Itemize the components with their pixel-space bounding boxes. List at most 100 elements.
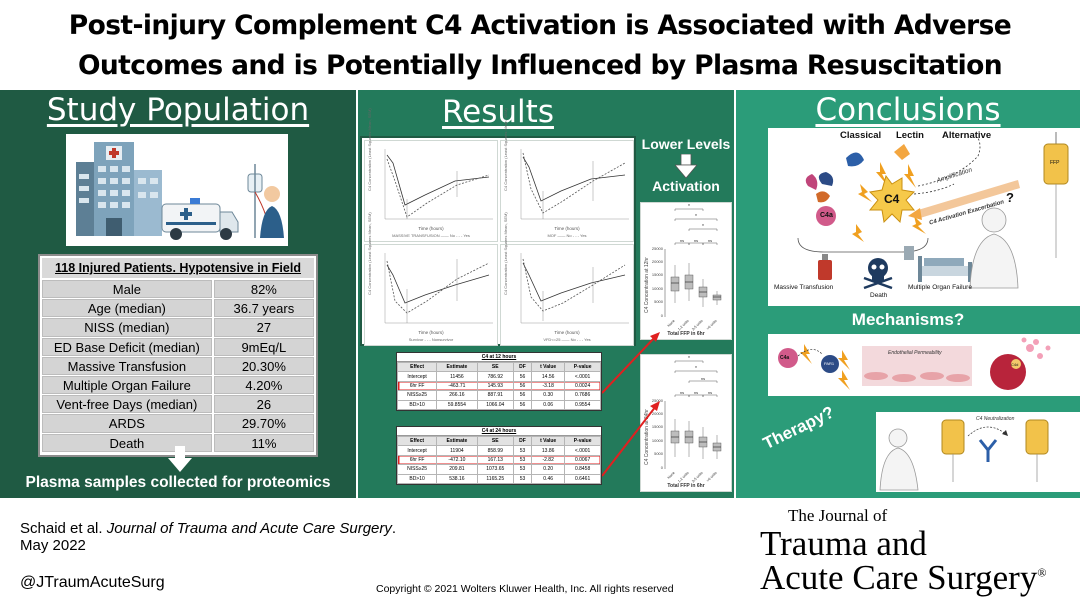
highlighted-table-row: 6hr FF -463.71 145.93 56 -3.18 0.0024 xyxy=(396,380,601,392)
line-plot-xlabel: Time (hours) xyxy=(418,330,444,335)
table-cell: 786.92 xyxy=(476,371,514,382)
line-plot-vfd: C4 Concentration (Least Squares Mean, SE… xyxy=(500,212,634,346)
sig-label: * xyxy=(695,214,697,220)
c4-pathway-diagram: Classical Lectin Alternative C4 C4a Ampl… xyxy=(768,128,1080,306)
title-line-2: Outcomes and is Potentially Influenced b… xyxy=(77,50,1003,81)
header-cell: P-value xyxy=(564,435,601,447)
ffp-bag-icon xyxy=(1043,132,1069,258)
therapy-label: Therapy? xyxy=(760,402,838,454)
line-plot-legend: MOF —— No - - - Yes xyxy=(547,233,587,238)
line-plot-legend: Survivor - - - Nonsurvivor xyxy=(408,337,454,342)
lectin-pathway-icon xyxy=(894,144,910,160)
therapy-diagram: C4 Neutralization xyxy=(876,412,1080,492)
header-cell: Estimate xyxy=(436,435,478,447)
table-cell: 56 xyxy=(512,399,533,410)
table-cell: 266.16 xyxy=(436,390,478,401)
header-cell: Estimate xyxy=(436,361,478,373)
classical-pathway-icon xyxy=(846,152,864,167)
table-row: NISS≥25 266.16 887.91 56 0.30 0.7686 xyxy=(396,390,601,401)
table-cell: 0.6461 xyxy=(564,473,601,484)
table-cell: 53 xyxy=(512,464,533,475)
row-value: 20.30% xyxy=(213,356,314,375)
table-row: BD>10 538.16 1165.25 53 0.46 0.6461 xyxy=(396,473,601,484)
death-label: Death xyxy=(870,292,888,299)
table-row: NISS (median) 27 xyxy=(42,318,314,337)
y-tick: 10000 xyxy=(652,438,664,443)
alternative-label: Alternative xyxy=(942,130,992,141)
question-mark: ? xyxy=(1006,190,1014,205)
y-tick: 25000 xyxy=(652,246,664,251)
table-cell: Intercept xyxy=(396,371,438,382)
c4d-label: C4d xyxy=(1011,362,1019,367)
line-plot-ylabel: C4 Concentration (Least Squares Mean, SE… xyxy=(367,108,372,191)
row-label: Massive Transfusion xyxy=(42,356,212,375)
title-line-1: Post-injury Complement C4 Activation is … xyxy=(68,10,1012,41)
line-plot-survival: C4 Concentration (Least Squares Mean, SE… xyxy=(364,212,498,346)
activation-text: Activation xyxy=(652,178,720,194)
table-cell: 1073.65 xyxy=(476,464,514,475)
table-cell: 56 xyxy=(512,390,533,401)
twitter-handle[interactable]: @JTraumAcuteSurg xyxy=(20,574,165,591)
y-tick: 5000 xyxy=(654,299,664,304)
row-value: 29.70% xyxy=(213,414,314,433)
line-plot-ylabel: C4 Concentration (Least Squares Mean, SE… xyxy=(367,212,372,295)
demographics-table-title: 118 Injured Patients. Hypotensive in Fie… xyxy=(42,258,314,278)
study-population-panel: Study Population xyxy=(0,90,356,498)
header-cell: P-value xyxy=(564,361,601,373)
table-cell: Intercept xyxy=(396,445,438,456)
table-cell: 6hr FF xyxy=(396,380,438,392)
down-arrow-icon xyxy=(168,446,192,472)
table-row: BD>10 59.8554 1066.04 56 0.06 0.9554 xyxy=(396,399,601,410)
box-plot-24hr: 0 5000 10000 15000 20000 25000 ns ns ns … xyxy=(640,354,732,492)
multiple-organ-failure-label: Multiple Organ Failure xyxy=(908,284,972,291)
red-cell-icon xyxy=(990,354,1026,390)
table-cell: BD>10 xyxy=(396,473,438,484)
table-cell: <.0001 xyxy=(564,445,601,456)
citation-period: . xyxy=(391,520,397,537)
table-row: Massive Transfusion 20.30% xyxy=(42,356,314,375)
table-cell: 53 xyxy=(512,454,533,466)
table-row: ED Base Deficit (median) 9mEq/L xyxy=(42,337,314,356)
line-plot-xlabel: Time (hours) xyxy=(554,330,580,335)
x-tick: 3-5 units xyxy=(691,471,704,484)
table-cell: 1165.25 xyxy=(476,473,514,484)
sig-label: ns xyxy=(680,390,684,395)
table-cell: 145.93 xyxy=(476,380,514,392)
ffp-label: FFP xyxy=(1050,160,1060,166)
logo-line-2: Trauma and xyxy=(760,524,927,563)
table-row: Death 11% xyxy=(42,433,314,452)
line-plot-ylabel: C4 Concentration (Least Squares Mean, SE… xyxy=(503,212,508,295)
header-cell: Effect xyxy=(396,361,438,373)
conclusions-panel: Conclusions xyxy=(734,90,1080,498)
header-cell: t Value xyxy=(531,435,566,447)
x-tick: >6 units xyxy=(706,471,718,483)
row-value: 26 xyxy=(213,395,314,414)
ambulance-icon xyxy=(161,198,239,240)
logo-line-1: The Journal of xyxy=(788,506,888,525)
row-label: Death xyxy=(42,433,212,452)
complement-molecules-icon xyxy=(805,172,834,203)
line-plot-legend: MASSIVE TRANSFUSION —— No - - - Yes xyxy=(392,233,470,238)
y-tick: 0 xyxy=(661,313,664,318)
hospital-icon xyxy=(76,142,162,236)
x-tick: >6 units xyxy=(706,319,718,331)
table-cell: 209.81 xyxy=(436,464,478,475)
y-tick: 20000 xyxy=(652,259,664,264)
page-title: Post-injury Complement C4 Activation is … xyxy=(10,6,1070,90)
par1-receptor-icon xyxy=(821,355,839,373)
box-plot-ylabel: C4 Concentration at 12hr xyxy=(644,257,650,313)
line-plot-ylabel: C4 Concentration (Least Squares Mean, SE… xyxy=(503,108,508,191)
hospital-illustration xyxy=(66,134,288,246)
table-cell: 11456 xyxy=(436,371,478,382)
table-cell: 59.8554 xyxy=(436,399,478,410)
sig-label: ns xyxy=(708,238,712,243)
patient-iv-icon xyxy=(247,164,284,238)
sig-label: * xyxy=(702,224,704,230)
table-cell: 14.56 xyxy=(531,371,566,382)
row-value: 27 xyxy=(213,318,314,337)
table-cell: 1066.04 xyxy=(476,399,514,410)
sig-label: ns xyxy=(708,390,712,395)
table-cell: 887.91 xyxy=(476,390,514,401)
endothelial-permeability-label: Endothelial Permeability xyxy=(888,350,942,356)
row-label: Multiple Organ Failure xyxy=(42,375,212,395)
